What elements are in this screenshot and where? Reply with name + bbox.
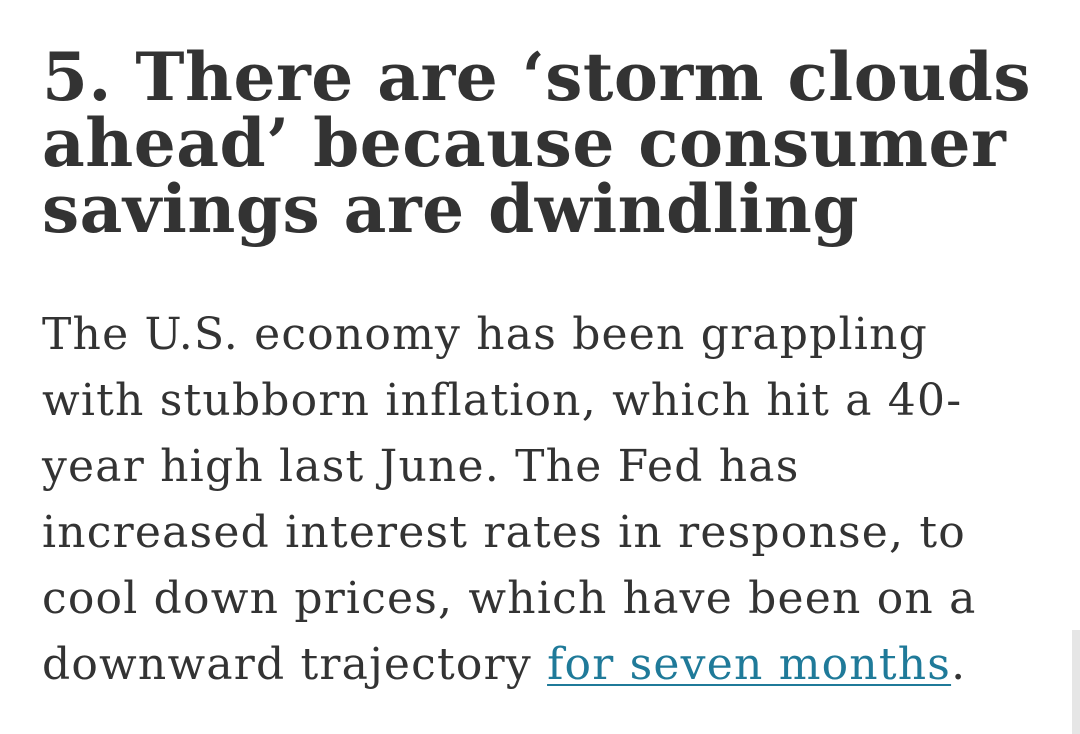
section-headline: 5. There are ‘storm clouds ahead’ becaus…: [42, 38, 1032, 248]
scrollbar[interactable]: [1072, 630, 1080, 734]
article-paragraph: The U.S. economy has been grappling with…: [42, 302, 1002, 698]
paragraph-end-punctuation: .: [951, 639, 967, 690]
seven-months-link[interactable]: for seven months: [547, 639, 952, 690]
article-section: 5. There are ‘storm clouds ahead’ becaus…: [42, 44, 1042, 698]
paragraph-text: The U.S. economy has been grappling with…: [42, 309, 977, 690]
